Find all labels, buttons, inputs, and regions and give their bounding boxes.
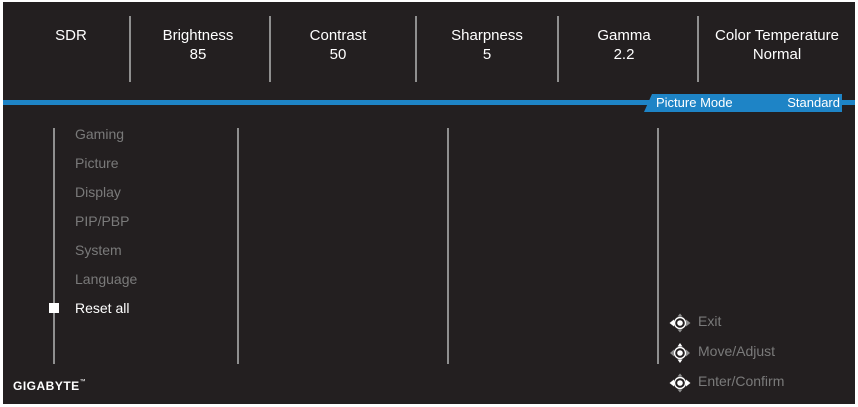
- menu-item-system[interactable]: System: [75, 242, 122, 258]
- column-divider: [447, 128, 449, 364]
- osd-window: SDR Brightness 85 Contrast 50 Sharpness …: [3, 2, 855, 404]
- hint-enter-confirm-label: Enter/Confirm: [698, 373, 785, 389]
- gamma-value: 2.2: [613, 46, 635, 63]
- trademark-mark: ™: [79, 379, 87, 385]
- gigabyte-logo: GIGABYTE™: [13, 379, 86, 393]
- contrast-label: Contrast: [309, 27, 367, 44]
- status-divider: [415, 16, 417, 82]
- hint-exit-label: Exit: [698, 313, 722, 329]
- menu-item-display[interactable]: Display: [75, 184, 121, 200]
- menu-item-reset-all[interactable]: Reset all: [75, 300, 130, 316]
- menu-item-language[interactable]: Language: [75, 271, 138, 287]
- menu-item-pip-pbp[interactable]: PIP/PBP: [75, 213, 130, 229]
- status-divider: [557, 16, 559, 82]
- menu-item-gaming[interactable]: Gaming: [75, 126, 125, 142]
- column-divider: [657, 128, 659, 364]
- color-temperature-label: Color Temperature: [715, 27, 839, 44]
- contrast-value: 50: [329, 46, 347, 63]
- picture-mode-label: Picture Mode: [656, 95, 733, 110]
- hint-move-adjust-label: Move/Adjust: [698, 343, 776, 359]
- status-divider: [129, 16, 131, 82]
- status-gamma: Gamma 2.2: [579, 26, 669, 64]
- picture-mode-value: Standard: [787, 95, 840, 110]
- gamma-label: Gamma: [597, 27, 651, 44]
- status-sharpness: Sharpness 5: [439, 26, 535, 64]
- selection-marker-icon: [49, 303, 59, 313]
- hint-exit: Exit: [667, 312, 787, 333]
- brightness-value: 85: [189, 46, 207, 63]
- color-temperature-value: Normal: [752, 46, 802, 63]
- sharpness-label: Sharpness: [451, 27, 523, 44]
- column-divider: [237, 128, 239, 364]
- brand-name: GIGABYTE: [13, 379, 80, 393]
- status-divider: [697, 16, 699, 82]
- status-brightness: Brightness 85: [153, 26, 243, 64]
- sharpness-value: 5: [482, 46, 492, 63]
- status-color-temperature: Color Temperature Normal: [707, 26, 847, 64]
- joystick-press-icon: [669, 373, 691, 393]
- accent-divider: [3, 100, 855, 105]
- menu-column-line: [53, 128, 55, 364]
- menu-item-picture[interactable]: Picture: [75, 155, 119, 171]
- status-contrast: Contrast 50: [293, 26, 383, 64]
- brightness-label: Brightness: [162, 27, 234, 44]
- status-divider: [269, 16, 271, 82]
- status-bar: SDR Brightness 85 Contrast 50 Sharpness …: [3, 2, 855, 94]
- status-sdr: SDR: [51, 26, 91, 45]
- status-sdr-label: SDR: [55, 27, 87, 44]
- hint-move-adjust: Move/Adjust: [667, 342, 817, 363]
- joystick-left-icon: [669, 313, 691, 333]
- hint-enter-confirm: Enter/Confirm: [667, 372, 827, 393]
- joystick-updown-icon: [670, 343, 690, 363]
- picture-mode-tab: Picture Mode Standard: [644, 94, 842, 112]
